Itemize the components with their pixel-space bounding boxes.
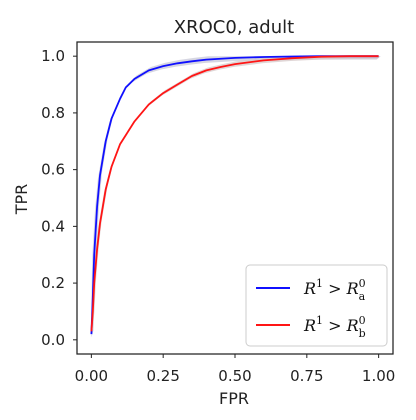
x-tick-label: 0.50 xyxy=(218,367,251,385)
series-2-line xyxy=(90,55,379,332)
x-tick-label: 1.00 xyxy=(362,367,395,385)
legend-label-1: R1 > R0 a xyxy=(303,277,366,303)
y-tick-label: 0.8 xyxy=(41,104,65,122)
legend: R1 > R0 a R1 > R0 b xyxy=(245,264,388,347)
x-tick-label: 0.75 xyxy=(290,367,323,385)
y-tick-label: 0.2 xyxy=(41,274,65,292)
y-tick-label: 0.0 xyxy=(41,331,65,349)
legend-label-2: R1 > R0 b xyxy=(303,314,366,340)
y-tick-label: 1.0 xyxy=(41,47,65,65)
series-group xyxy=(90,55,381,338)
series-1-line xyxy=(90,55,379,335)
y-tick-label: 0.6 xyxy=(41,161,65,179)
x-axis-title: FPR xyxy=(219,389,249,408)
chart-title: XROC0, adult xyxy=(174,17,294,38)
y-tick-label: 0.4 xyxy=(41,217,65,235)
x-tick-label: 0.00 xyxy=(75,367,108,385)
y-axis-title: TPR xyxy=(12,184,31,216)
x-tick-label: 0.25 xyxy=(146,367,179,385)
